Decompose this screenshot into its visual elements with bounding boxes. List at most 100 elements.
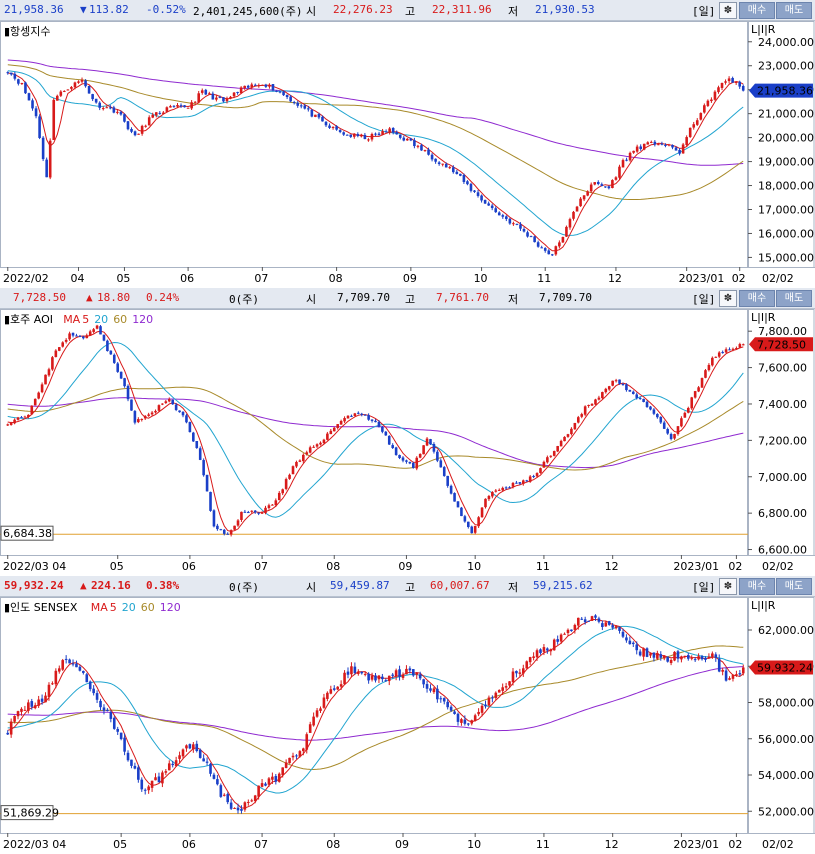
- candle-body: [239, 87, 243, 94]
- candle-body: [16, 417, 20, 420]
- chart-title: ▮호주 AOI: [4, 313, 53, 326]
- candle-body: [253, 84, 257, 86]
- candle-body: [55, 95, 59, 101]
- candle-body: [40, 698, 44, 702]
- candle-body: [13, 715, 16, 722]
- candle-body: [536, 242, 540, 247]
- candle-body: [491, 491, 494, 497]
- candle-body: [501, 687, 504, 691]
- period-selector[interactable]: [일]: [692, 5, 716, 18]
- candle-body: [370, 675, 374, 680]
- candle-body: [559, 440, 563, 447]
- candle-body: [98, 102, 102, 108]
- candle-body: [681, 144, 685, 154]
- candle-body: [44, 374, 47, 385]
- candle-body: [278, 91, 282, 93]
- candle-body: [642, 398, 645, 403]
- buy-button[interactable]: 매수: [739, 290, 775, 307]
- current-price-tag-box: [749, 83, 813, 98]
- candle-body: [566, 629, 570, 633]
- settings-gear-icon[interactable]: ✽: [719, 578, 737, 595]
- candle-body: [381, 426, 384, 432]
- scale-mode-toggle[interactable]: L|I|R: [751, 23, 776, 36]
- candle-body: [721, 669, 724, 672]
- candle-body: [360, 134, 363, 137]
- candle-body: [460, 719, 463, 723]
- hsi-header: 21,958.36 ▼ 113.82 -0.52% 2,401,245,600(…: [0, 0, 815, 21]
- candle-body: [17, 79, 20, 84]
- candle-body: [338, 130, 342, 133]
- open-label: 시: [306, 293, 317, 306]
- candle-body: [473, 715, 477, 721]
- buy-button[interactable]: 매수: [739, 578, 775, 595]
- sell-button[interactable]: 매도: [776, 290, 812, 307]
- settings-gear-icon[interactable]: ✽: [719, 2, 737, 19]
- candle-body: [704, 370, 707, 378]
- candle-body: [13, 73, 17, 79]
- high-label: 고: [405, 5, 416, 18]
- candle-body: [635, 644, 639, 651]
- candle-body: [109, 350, 113, 355]
- scale-mode-toggle[interactable]: L|I|R: [751, 311, 776, 324]
- candle-body: [401, 674, 405, 678]
- candle-body: [638, 398, 642, 400]
- candle-body: [391, 445, 394, 448]
- scale-mode-toggle[interactable]: L|I|R: [751, 599, 776, 612]
- candle-body: [167, 763, 171, 771]
- candle-body: [363, 414, 367, 416]
- candle-body: [563, 633, 566, 635]
- period-selector[interactable]: [일]: [692, 293, 716, 306]
- candle-body: [20, 417, 23, 419]
- candle-body: [429, 439, 432, 445]
- candle-body: [597, 618, 601, 622]
- y-tick-label: 7,000.00: [758, 471, 807, 484]
- period-selector[interactable]: [일]: [692, 581, 716, 594]
- candle-body: [673, 434, 676, 439]
- candle-body: [99, 326, 102, 335]
- candle-body: [322, 439, 326, 444]
- candle-body: [387, 435, 391, 445]
- x-tick-label: 2022/03 04: [3, 838, 66, 851]
- buy-button[interactable]: 매수: [739, 2, 775, 19]
- candle-body: [476, 192, 480, 196]
- candle-body: [377, 675, 381, 680]
- candle-body: [204, 89, 208, 95]
- candle-body: [250, 510, 254, 512]
- candle-body: [611, 625, 614, 628]
- x-tick-label: 11: [536, 560, 550, 573]
- candle-body: [420, 145, 423, 151]
- candle-body: [34, 108, 38, 117]
- candle-body: [178, 410, 181, 413]
- candle-body: [271, 84, 275, 91]
- y-tick-label: 21,000.00: [758, 108, 814, 121]
- candle-body: [436, 688, 439, 700]
- candle-body: [147, 117, 151, 126]
- candle-body: [456, 713, 460, 722]
- candle-body: [583, 406, 587, 415]
- sell-button[interactable]: 매도: [776, 2, 812, 19]
- candle-body: [87, 85, 91, 94]
- candle-body: [31, 100, 34, 109]
- candle-body: [143, 415, 147, 419]
- candle-body: [198, 749, 202, 758]
- candle-body: [409, 138, 413, 141]
- candle-body: [559, 634, 563, 642]
- candle-body: [147, 786, 150, 791]
- candle-body: [731, 78, 734, 83]
- settings-gear-icon[interactable]: ✽: [719, 290, 737, 307]
- candle-body: [394, 670, 398, 677]
- sell-button[interactable]: 매도: [776, 578, 812, 595]
- candle-body: [398, 134, 402, 138]
- candle-body: [126, 752, 130, 761]
- candle-body: [102, 707, 106, 711]
- candle-body: [453, 493, 456, 502]
- candle-body: [697, 387, 700, 392]
- candle-body: [164, 401, 168, 404]
- candle-body: [387, 675, 391, 682]
- candle-body: [352, 133, 356, 137]
- candle-body: [229, 96, 232, 99]
- candle-body: [209, 763, 212, 774]
- candle-body: [680, 656, 683, 660]
- candle-body: [164, 771, 168, 773]
- candle-body: [302, 454, 305, 462]
